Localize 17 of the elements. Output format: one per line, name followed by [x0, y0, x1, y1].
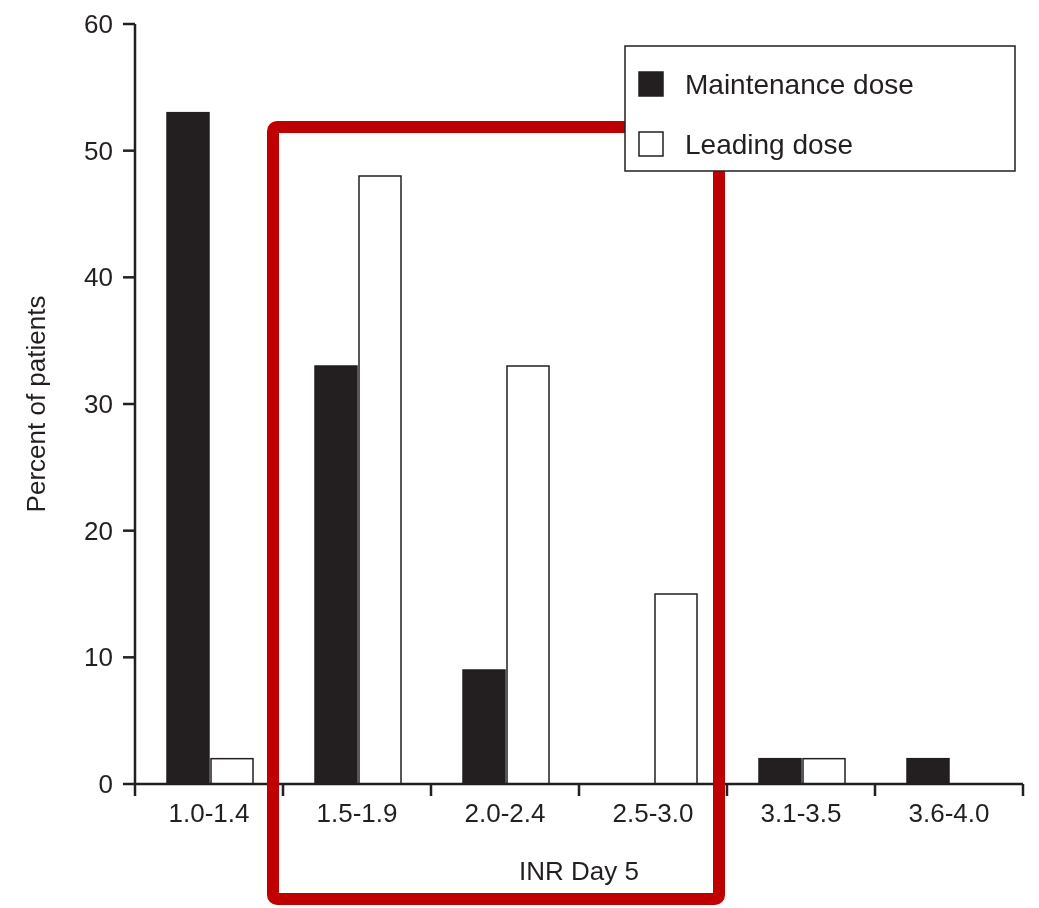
y-tick-label: 60 — [84, 9, 113, 40]
x-tick-label: 3.1-3.5 — [760, 798, 842, 828]
y-tick-label: 20 — [84, 515, 113, 546]
x-tick-label: 2.5-3.0 — [612, 798, 694, 828]
x-tick-label: 1.5-1.9 — [316, 798, 398, 828]
x-tick-label: 1.0-1.4 — [168, 798, 250, 828]
legend-label: Leading dose — [685, 128, 854, 160]
x-tick-label: 2.0-2.4 — [464, 798, 546, 828]
y-tick-label: 10 — [84, 642, 113, 673]
y-tick-label: 0 — [98, 769, 113, 800]
x-axis-title: INR Day 5 — [519, 856, 639, 886]
legend-label: Maintenance dose — [685, 68, 914, 100]
x-tick-label: 3.6-4.0 — [908, 798, 990, 828]
y-axis-title: Percent of patients — [21, 295, 51, 513]
y-tick-label: 40 — [84, 262, 113, 293]
y-tick-label: 30 — [84, 389, 113, 420]
y-tick-label: 50 — [84, 135, 113, 166]
